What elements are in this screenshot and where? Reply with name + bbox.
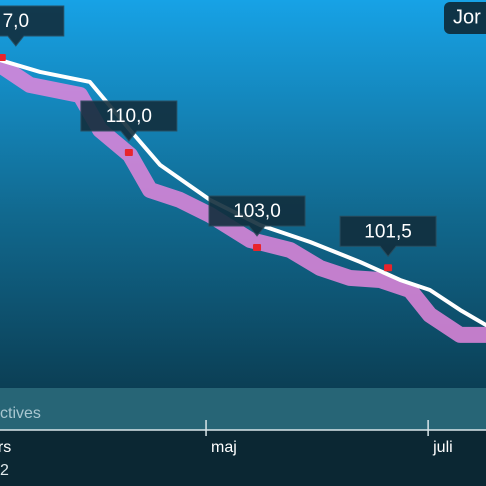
x-tick-label: juli — [432, 439, 453, 456]
goal-band — [0, 388, 486, 430]
callout-label: 103,0 — [233, 201, 281, 222]
callout-label: 110,0 — [106, 106, 152, 127]
point-marker — [253, 243, 262, 251]
overlay: 7,0 110,0 103,0 101,5 — [0, 5, 437, 258]
point-marker — [384, 264, 393, 272]
callout-box — [0, 5, 65, 47]
callout-box — [339, 215, 437, 258]
goal-label: ctives — [0, 405, 41, 422]
point-marker — [0, 53, 6, 61]
chart-background — [0, 0, 486, 388]
footer — [0, 430, 486, 486]
point-marker — [124, 148, 133, 156]
x-tick-label: maj — [211, 439, 237, 456]
year-label: 2 — [0, 462, 9, 479]
callout-label: 7,0 — [3, 11, 29, 32]
x-tick-label: ars — [0, 439, 11, 456]
callout-label: 101,5 — [364, 221, 412, 242]
top-button[interactable] — [444, 2, 486, 34]
callout-box — [208, 195, 306, 237]
top-button-label[interactable]: Jor — [453, 6, 481, 28]
callout-box — [80, 100, 178, 142]
